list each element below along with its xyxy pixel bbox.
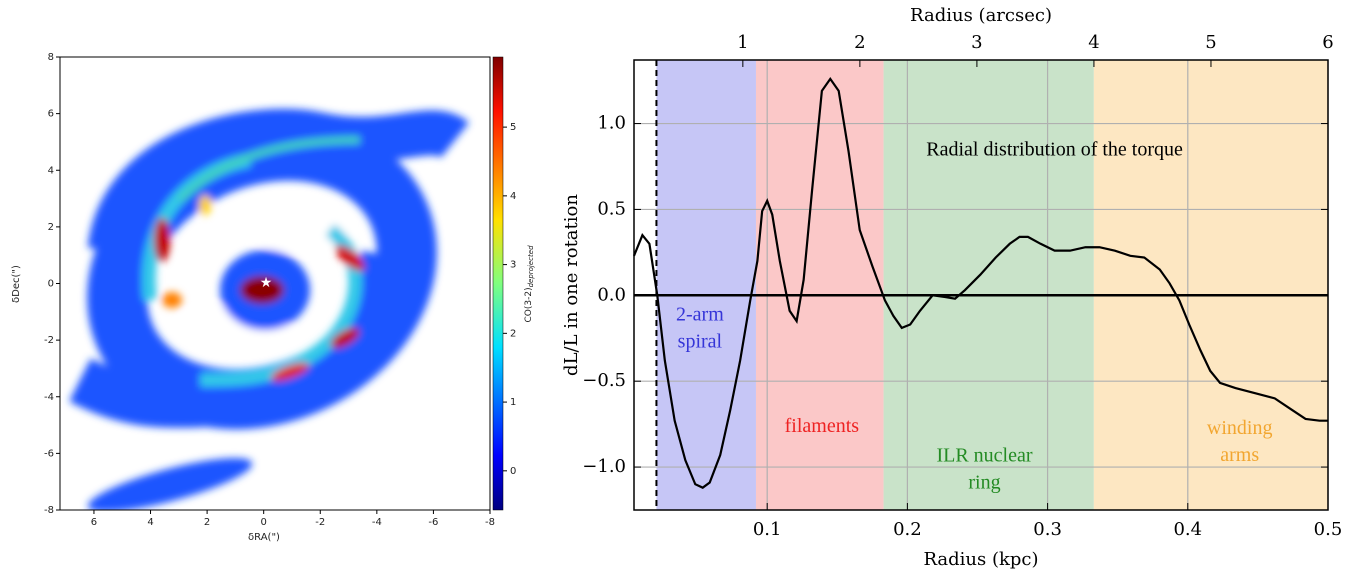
x-axis-label: Radius (kpc)	[923, 549, 1038, 570]
colorbar-tick-label: 3	[510, 260, 516, 271]
x2-axis-label: Radius (arcsec)	[910, 5, 1052, 26]
y-tick-label: 6	[48, 109, 54, 120]
y-axis-label: dL/L in one rotation	[561, 194, 582, 376]
x2-tick-label: 5	[1205, 32, 1216, 53]
x-tick-label: 0.3	[1033, 519, 1062, 540]
colorbar-label: CO(3-2)deprojected	[524, 245, 536, 323]
x-tick-label: -2	[315, 517, 325, 528]
y-tick-label: 0.0	[597, 284, 626, 305]
y-tick-label: −0.5	[582, 370, 626, 391]
y-tick-label: 2	[48, 222, 54, 233]
y-tick-label: -8	[44, 505, 54, 516]
x2-tick-label: 3	[971, 32, 982, 53]
map-panel: ★ δRA(") δDec(") CO(3-2)deprojected 6 4 2 0…	[11, 52, 535, 543]
y-tick-label: 0	[48, 279, 54, 290]
colorbar-tick-label: 5	[510, 122, 516, 133]
annotation: Radial distribution of the torque	[926, 139, 1183, 161]
region	[755, 60, 884, 510]
plot-area: 0.1 0.2 0.3 0.4 0.5 1 2 3 4 5 6 −1.0 −0.5 0.0 0.5 1.0 Ra…	[582, 32, 1342, 540]
x-tick-label: 4	[147, 517, 153, 528]
x2-tick-label: 4	[1088, 32, 1099, 53]
x-tick-label: 0.2	[893, 519, 922, 540]
annotation: winding	[1207, 417, 1273, 439]
y-tick-label: -4	[44, 392, 54, 403]
x2-tick-label: 6	[1322, 32, 1333, 53]
x2-tick-label: 1	[737, 32, 748, 53]
x-tick-label: 0.5	[1314, 519, 1343, 540]
annotation: ILR nuclear	[936, 444, 1032, 466]
x-axis-label: δRA(")	[248, 532, 280, 543]
center-marker: ★	[260, 275, 273, 291]
emission-map: ★	[69, 108, 470, 510]
annotation: arms	[1220, 444, 1259, 466]
colorbar-label-main: CO(3-2)	[524, 287, 534, 322]
y-tick-label: -6	[44, 448, 54, 459]
colorbar-tick-label: 4	[510, 191, 516, 202]
annotation: 2-arm	[676, 304, 724, 326]
x-tick-label: 6	[91, 517, 97, 528]
annotation: ring	[968, 471, 1000, 493]
x-tick-label: 0	[260, 517, 266, 528]
y-tick-label: −1.0	[582, 456, 626, 477]
colorbar-tick-label: 1	[510, 397, 516, 408]
x-tick-label: -6	[428, 517, 438, 528]
y-tick-label: -2	[44, 335, 54, 346]
colorbar	[492, 56, 504, 511]
colorbar-tick-label: 0	[510, 466, 516, 477]
y-tick-label: 4	[48, 165, 54, 176]
region	[883, 60, 1094, 510]
y-tick-label: 8	[48, 52, 54, 63]
y-axis-label: δDec(")	[11, 265, 22, 303]
x-tick-label: -4	[372, 517, 382, 528]
region	[656, 60, 756, 510]
annotation: filaments	[785, 415, 860, 437]
x-tick-label: 0.1	[753, 519, 782, 540]
plot-frame	[633, 59, 1329, 511]
region	[1093, 60, 1328, 510]
y-tick-label: 1.0	[597, 113, 626, 134]
colorbar-tick-label: 2	[510, 328, 516, 339]
x2-tick-label: 2	[854, 32, 865, 53]
annotation: spiral	[678, 331, 723, 353]
x-tick-label: 2	[204, 517, 210, 528]
colorbar-label-sub: deprojected	[527, 245, 535, 288]
torque-panel: 0.1 0.2 0.3 0.4 0.5 1 2 3 4 5 6 −1.0 −0.5 0.0 0.5 1.0 Ra…	[561, 5, 1342, 570]
x-tick-label: 0.4	[1173, 519, 1202, 540]
x-tick-label: -8	[485, 517, 495, 528]
torque-line	[632, 76, 1328, 489]
y-tick-label: 0.5	[597, 198, 626, 219]
